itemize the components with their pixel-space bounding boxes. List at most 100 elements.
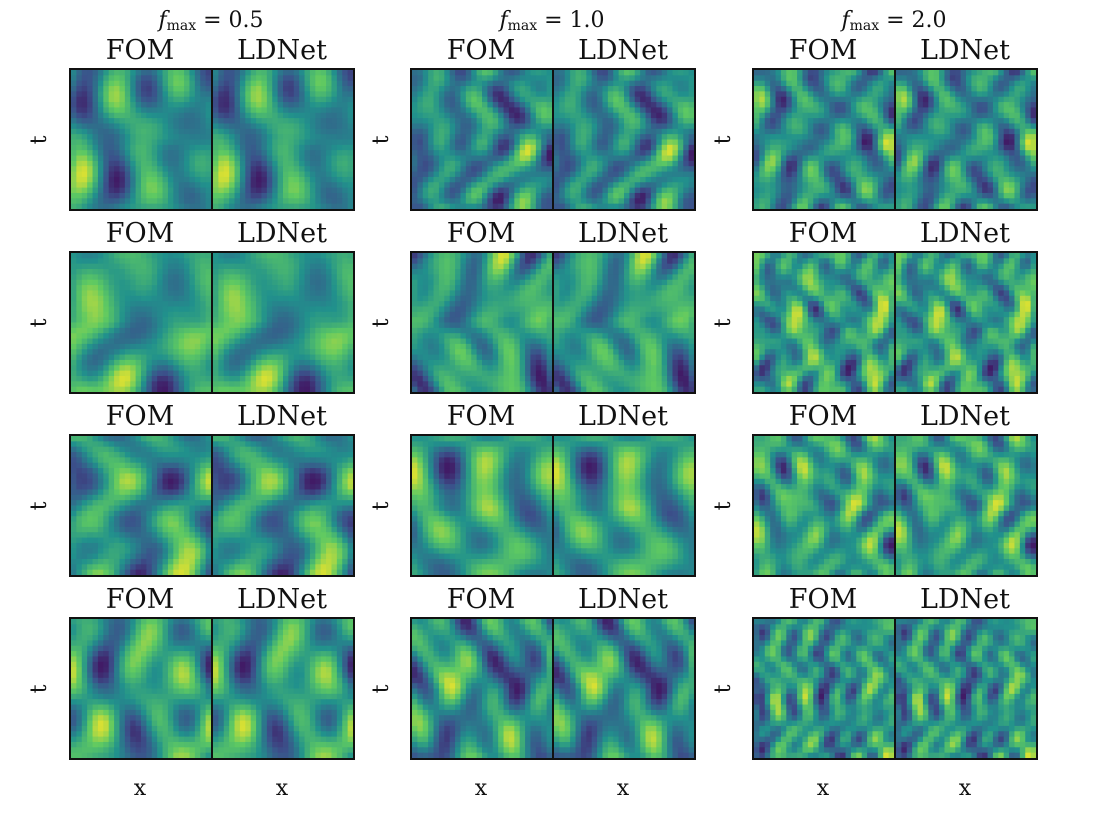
heatmap-cell <box>87 258 94 265</box>
heatmap-cell <box>81 381 88 388</box>
heatmap-cell <box>124 285 131 292</box>
heatmap-cell <box>234 150 241 157</box>
heatmap-cell <box>342 619 349 625</box>
heatmap-cell <box>103 375 110 382</box>
heatmap-cell <box>272 349 279 356</box>
heatmap-cell <box>266 484 273 491</box>
heatmap-cell <box>124 446 131 453</box>
heatmap-cell <box>97 624 104 631</box>
heatmap-cell <box>250 386 257 392</box>
heatmap-cell <box>205 86 211 92</box>
heatmap-cell <box>76 171 83 178</box>
heatmap-cell <box>261 338 268 345</box>
heatmap-cell <box>87 182 94 189</box>
heatmap-cell <box>326 182 333 189</box>
heatmap-cell <box>135 553 142 560</box>
heatmap-cell <box>266 375 273 382</box>
heatmap-cell <box>229 317 236 324</box>
heatmap-cell <box>309 635 316 641</box>
heatmap-cell <box>347 171 353 178</box>
heatmap-cell <box>194 301 201 308</box>
heatmap-cell <box>336 635 343 641</box>
heatmap-cell <box>315 182 322 189</box>
heatmap-cell <box>223 564 230 571</box>
heatmap-cell <box>320 619 327 625</box>
heatmap-cell <box>146 187 153 194</box>
heatmap-cell <box>218 171 225 178</box>
heatmap-cell <box>293 155 300 162</box>
heatmap-cell <box>223 526 230 533</box>
heatmap-cell <box>178 478 185 485</box>
heatmap-cell <box>167 731 174 738</box>
heatmap-cell <box>92 651 99 658</box>
heatmap-cell <box>315 134 322 141</box>
heatmap-cell <box>189 333 196 340</box>
heatmap-cell <box>119 160 126 167</box>
heatmap-cell <box>326 269 333 275</box>
heatmap-cell <box>173 715 180 722</box>
heatmap-cell <box>331 144 338 151</box>
heatmap-cell <box>342 441 349 448</box>
heatmap-cell <box>272 558 279 565</box>
heatmap-cell <box>293 150 300 157</box>
heatmap-cell <box>342 279 349 286</box>
heatmap-cell <box>283 253 289 259</box>
heatmap-cell <box>141 720 147 727</box>
heatmap-cell <box>162 500 169 507</box>
heatmap-cell <box>76 752 83 758</box>
heatmap-cell <box>320 484 327 491</box>
heatmap-cell <box>141 295 147 302</box>
heatmap-cell <box>184 144 191 151</box>
heatmap-cell <box>124 553 131 560</box>
heatmap-cell <box>299 258 306 265</box>
heatmap-cell <box>124 629 131 636</box>
heatmap-cell <box>141 322 147 329</box>
heatmap-cell <box>146 150 153 157</box>
heatmap-cell <box>130 677 137 684</box>
heatmap-cell <box>266 553 273 560</box>
heatmap-cell <box>194 91 201 98</box>
heatmap-cell <box>173 441 180 448</box>
heatmap-cell <box>347 457 353 464</box>
heatmap-cell <box>277 70 284 76</box>
heatmap-cell <box>178 699 185 706</box>
heatmap-cell <box>114 510 121 517</box>
heatmap-cell <box>135 516 142 523</box>
heatmap-cell <box>277 327 284 334</box>
heatmap-cell <box>97 436 104 442</box>
heatmap-cell <box>135 311 142 318</box>
heatmap-cell <box>151 274 158 281</box>
heatmap-cell <box>189 651 196 658</box>
heatmap-cell <box>293 166 300 173</box>
heatmap-cell <box>326 176 333 183</box>
heatmap-cell <box>103 75 110 82</box>
heatmap-cell <box>119 343 126 350</box>
heatmap-cell <box>205 569 211 575</box>
heatmap-cell <box>277 263 284 270</box>
heatmap-cell <box>299 192 306 199</box>
heatmap-cell <box>151 677 158 684</box>
heatmap-cell <box>114 139 121 146</box>
heatmap-cell <box>283 333 289 340</box>
heatmap-cell <box>194 370 201 377</box>
heatmap-cell <box>304 619 311 625</box>
heatmap-cell <box>331 155 338 162</box>
heatmap-cell <box>162 365 169 372</box>
heatmap-cell <box>92 624 99 631</box>
heatmap-cell <box>87 75 94 82</box>
heatmap-cell <box>200 747 207 754</box>
heatmap-cell <box>141 349 147 356</box>
heatmap-cell <box>87 96 94 103</box>
heatmap-cell <box>331 349 338 356</box>
heatmap-cell <box>194 176 201 183</box>
heatmap-cell <box>178 349 185 356</box>
heatmap-cell <box>304 542 311 549</box>
heatmap-cell <box>223 629 230 636</box>
heatmap-cell <box>178 176 185 183</box>
heatmap-cell <box>124 306 131 313</box>
heatmap-cell <box>189 274 196 281</box>
heatmap-cell <box>261 484 268 491</box>
heatmap-cell <box>250 516 257 523</box>
heatmap-cell <box>256 333 263 340</box>
heatmap-cell <box>277 102 284 109</box>
